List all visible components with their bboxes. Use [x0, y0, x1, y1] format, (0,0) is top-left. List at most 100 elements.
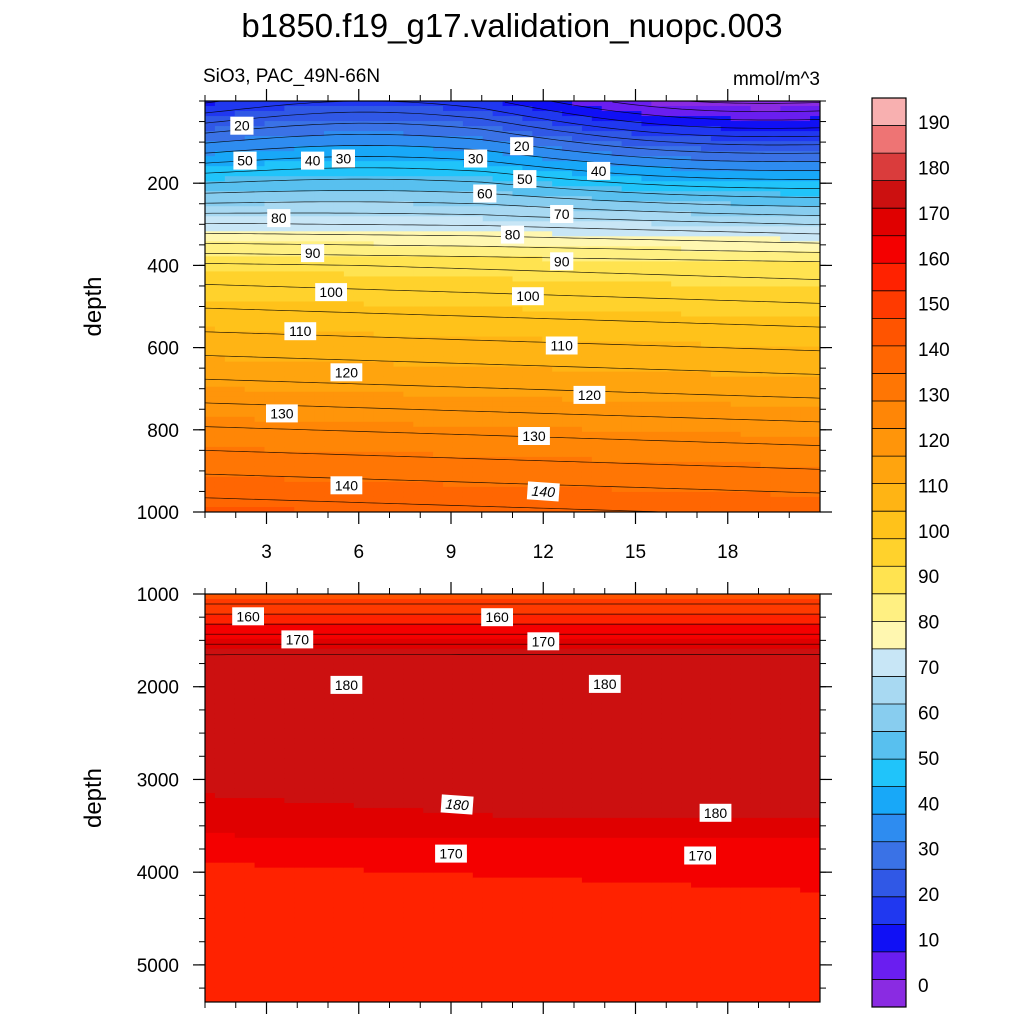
contour-label: 20	[510, 137, 534, 156]
upper-panel: 200 400 600 800 1000 depth 20 50 40 30 30 20 50 40 60 7…	[80, 89, 832, 563]
contour-label: 100	[315, 283, 347, 302]
contour-label: 160	[232, 607, 264, 626]
colorbar-tick-label: 190	[918, 113, 950, 134]
contour-label-text: 180	[335, 677, 359, 693]
colorbar-swatch	[872, 538, 906, 567]
colorbar-swatch	[872, 759, 906, 788]
colorbar-swatch	[872, 263, 906, 292]
colorbar-tick-label: 150	[918, 295, 950, 316]
y-tick-label: 600	[147, 339, 179, 360]
contour-label: 60	[473, 184, 497, 203]
contour-label: 180	[440, 794, 474, 815]
contour-label-text: 20	[514, 138, 530, 154]
contour-line	[689, 101, 820, 104]
colorbar-tick-label: 110	[918, 476, 948, 497]
colorbar-swatch	[872, 786, 906, 815]
colorbar-swatch	[872, 979, 906, 1008]
contour-label: 20	[230, 116, 254, 135]
lower-panel: 1000 2000 3000 4000 5000 depth 160 160 170 170 180…	[80, 582, 832, 1014]
colorbar-tick-label: 170	[918, 204, 950, 225]
contour-label-text: 170	[439, 846, 463, 862]
contour-label-text: 170	[286, 631, 310, 647]
y-tick-label: 800	[147, 421, 179, 442]
contour-label-text: 160	[236, 608, 260, 624]
x-tick-label: 18	[717, 542, 738, 563]
colorbar-swatch	[872, 621, 906, 650]
contour-label-text: 50	[237, 153, 253, 169]
colorbar-swatch	[872, 814, 906, 843]
y-tick-label: 1000	[137, 503, 179, 524]
contour-label: 110	[284, 322, 317, 341]
contour-label-text: 140	[531, 483, 556, 501]
colorbar-tick-label: 100	[918, 522, 950, 543]
colorbar: 0 10 20 30 40 50 60 70 80 90 100 110 120 130 140 150 160…	[871, 97, 950, 1008]
x-tick-label: 6	[353, 542, 364, 563]
contour-label-text: 120	[335, 364, 359, 380]
colorbar-swatch	[872, 456, 906, 485]
upper-y-axis-label: depth	[80, 276, 107, 336]
contour-label: 170	[527, 632, 560, 651]
contour-label-text: 160	[485, 609, 509, 625]
colorbar-swatch	[872, 483, 906, 512]
y-tick-label: 5000	[137, 956, 179, 977]
contour-line	[205, 378, 820, 399]
y-tick-label: 4000	[137, 863, 179, 884]
colorbar-tick-label: 30	[918, 840, 939, 861]
contour-label: 100	[512, 287, 544, 306]
colorbar-tick-label: 160	[918, 249, 950, 270]
colorbar-swatch	[872, 98, 906, 126]
colorbar-swatch	[872, 648, 906, 677]
colorbar-swatch	[872, 511, 906, 540]
contour-line	[504, 101, 820, 129]
colorbar-swatch	[872, 428, 906, 457]
colorbar-swatch	[872, 566, 906, 595]
contour-line	[205, 426, 820, 446]
contour-label: 50	[513, 170, 537, 189]
colorbar-swatch	[872, 401, 906, 429]
contour-label-text: 180	[445, 796, 470, 814]
colorbar-tick-label: 130	[918, 386, 950, 407]
contour-label: 170	[281, 630, 314, 649]
colorbar-swatch	[872, 235, 906, 264]
contour-label: 140	[526, 481, 560, 502]
colorbar-swatch	[872, 125, 906, 154]
contour-label-text: 30	[468, 151, 484, 167]
colorbar-swatch	[872, 704, 906, 732]
colorbar-swatch	[872, 869, 906, 898]
contour-line	[612, 101, 820, 113]
colorbar-swatch	[872, 593, 906, 622]
contour-label: 80	[267, 209, 291, 228]
contour-line	[205, 449, 820, 470]
contour-line	[205, 122, 820, 154]
contour-line	[205, 178, 820, 198]
y-tick-label: 2000	[137, 678, 179, 699]
contour-line	[205, 212, 820, 226]
colorbar-swatch	[872, 290, 906, 319]
colorbar-tick-label: 180	[918, 158, 950, 179]
colorbar-tick-label: 0	[918, 976, 929, 997]
contour-label-text: 180	[593, 676, 617, 692]
y-tick-label: 1000	[137, 585, 179, 606]
contour-label: 80	[500, 225, 525, 244]
contour-label: 120	[573, 385, 606, 404]
contour-line	[205, 402, 820, 423]
contour-label: 140	[330, 476, 363, 495]
lower-y-axis-label: depth	[80, 768, 107, 828]
contour-line	[205, 111, 820, 146]
contour-label-text: 140	[335, 477, 359, 493]
chart-title: b1850.f19_g17.validation_nuopc.003	[241, 7, 782, 44]
contour-label-text: 70	[554, 206, 570, 222]
contour-line	[205, 190, 820, 207]
contour-label: 180	[588, 674, 621, 693]
colorbar-swatch	[872, 841, 906, 870]
contour-label: 180	[699, 803, 732, 822]
contour-label-text: 170	[532, 633, 556, 649]
contour-line	[205, 473, 820, 494]
colorbar-tick-label: 70	[918, 658, 939, 679]
colorbar-swatch	[872, 896, 906, 925]
colorbar-tick-label: 10	[918, 931, 939, 952]
contour-label-text: 50	[517, 171, 533, 187]
contour-label: 130	[266, 404, 298, 423]
colorbar-swatch	[872, 345, 906, 374]
contour-line	[205, 307, 820, 328]
